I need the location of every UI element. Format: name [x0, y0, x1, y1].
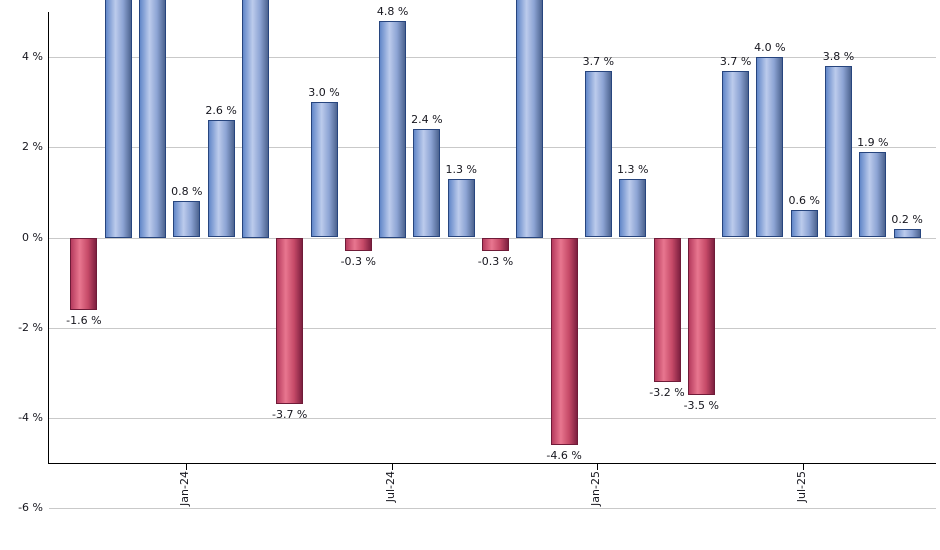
- x-axis-tick: [803, 464, 805, 470]
- bar-value-label: 3.7 %: [719, 54, 752, 68]
- x-tick-label-Jan-24: Jan-24: [177, 471, 191, 506]
- bar-Jun-25: [756, 57, 784, 238]
- bar-value-label: 0.6 %: [788, 194, 820, 208]
- bar-value-label: -3.7 %: [271, 408, 308, 422]
- y-tick-label: -6 %: [18, 501, 43, 515]
- bar-Nov-24: [516, 0, 544, 238]
- bar-value-label: 0.8 %: [171, 185, 203, 199]
- x-axis-tick: [391, 464, 393, 470]
- bar-Jul-24: [379, 21, 407, 238]
- bar-May-25: [722, 70, 750, 238]
- x-tick-label-Jul-25: Jul-25: [795, 471, 809, 503]
- bar-May-24: [310, 102, 338, 238]
- bar-Mar-25: [653, 237, 681, 382]
- bar-Aug-25: [825, 66, 852, 238]
- bar-Sep-25: [859, 151, 887, 238]
- bar-value-label: 1.3 %: [445, 162, 477, 176]
- y-tick-label: 0 %: [22, 230, 43, 244]
- bar-Sep-24: [447, 178, 475, 238]
- bar-value-label: 3.0 %: [308, 86, 340, 100]
- bar-value-label: -0.3 %: [477, 255, 514, 268]
- plot-area: -1.6 %6.3 %5.6 %0.8 %2.6 %5.4 %-3.7 %3.0…: [48, 0, 936, 510]
- bar-value-label: 2.4 %: [411, 113, 443, 127]
- bar-Oct-24: [482, 237, 509, 251]
- bar-value-label: 3.8 %: [822, 50, 855, 64]
- bar-Apr-24: [276, 237, 304, 405]
- bar-value-label: 4.0 %: [754, 41, 786, 55]
- bar-value-label: 2.6 %: [205, 104, 237, 118]
- bar-Oct-23: [70, 237, 98, 310]
- bar-Jan-24: [173, 201, 201, 238]
- bar-Apr-25: [687, 237, 715, 396]
- bar-value-label: 1.9 %: [857, 135, 889, 149]
- y-tick-label: -2 %: [18, 320, 43, 334]
- bar-Dec-23: [139, 0, 166, 238]
- bar-Feb-24: [207, 120, 235, 238]
- bar-value-label: 1.3 %: [616, 162, 649, 176]
- bar-value-label: 0.2 %: [891, 212, 923, 226]
- bar-value-label: 3.7 %: [582, 54, 615, 68]
- bar-Mar-24: [241, 0, 269, 238]
- gridline: [49, 327, 936, 329]
- gridline: [49, 57, 936, 59]
- x-axis-tick: [597, 464, 599, 470]
- y-tick-label: 4 %: [22, 50, 43, 64]
- bar-value-label: -0.3 %: [340, 255, 377, 268]
- x-tick-label-Jan-25: Jan-25: [589, 471, 603, 506]
- x-tick-label-Jul-24: Jul-24: [383, 471, 397, 503]
- bar-Nov-23: [104, 0, 132, 238]
- bar-value-label: -1.6 %: [66, 313, 102, 327]
- bar-value-label: -3.2 %: [649, 385, 685, 399]
- bar-Jan-25: [584, 70, 612, 238]
- gridline: [49, 508, 936, 510]
- y-tick-label: -4 %: [18, 410, 43, 424]
- gridline: [49, 147, 936, 149]
- bar-Jun-24: [344, 237, 372, 251]
- bar-Jul-25: [790, 210, 818, 238]
- bar-value-label: 4.8 %: [376, 5, 409, 18]
- gridline: [49, 417, 936, 419]
- bar-value-label: -4.6 %: [546, 449, 582, 462]
- bar-Oct-25: [893, 228, 921, 238]
- y-tick-label: 2 %: [22, 140, 43, 154]
- x-axis-tick: [185, 464, 187, 470]
- bar-Feb-25: [619, 178, 647, 238]
- bar-Dec-24: [550, 237, 578, 445]
- bar-Aug-24: [413, 129, 441, 238]
- bar-value-label: -3.5 %: [683, 399, 720, 413]
